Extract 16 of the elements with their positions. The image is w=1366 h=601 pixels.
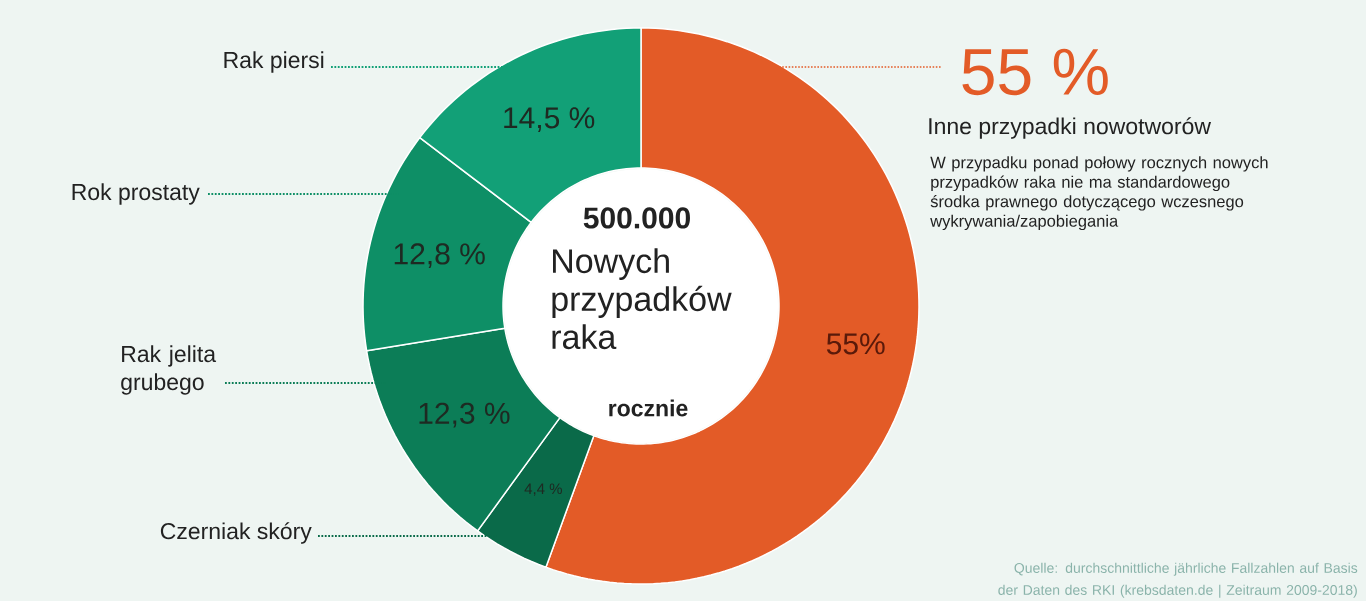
slice-label: Rak jelita grubego xyxy=(121,345,217,395)
data-label: 4,4 % xyxy=(524,483,562,496)
data-label: 12,3 % xyxy=(419,402,510,428)
text: 500.000 xyxy=(583,207,690,229)
text: Nowych przypadków raka xyxy=(552,248,732,350)
source-note: Quelle: durchschnittliche jährliche Fallzahlen auf Basis der Daten des RKI (krebsdaten.de | Zeitraum 2009-2018) xyxy=(998,562,1358,598)
text: 55 % xyxy=(962,48,1108,96)
data-label: 14,5 % xyxy=(504,107,595,132)
data-label: 12,8 % xyxy=(394,243,485,269)
slice-label: Czerniak skóry xyxy=(160,522,312,544)
slice-label: Rok prostaty xyxy=(72,183,200,205)
slice-label: Rak piersi xyxy=(224,51,324,73)
text: rocznie xyxy=(609,399,688,417)
text: W przypadku ponad połowy rocznych nowych przypadków raka nie ma standardowego środka prawnego dotyczącego wczesnego wykrywania/zapobiegania xyxy=(930,156,1268,231)
slice-label: Inne przypadki nowotworów xyxy=(929,117,1212,139)
data-label: 55% xyxy=(826,333,885,355)
